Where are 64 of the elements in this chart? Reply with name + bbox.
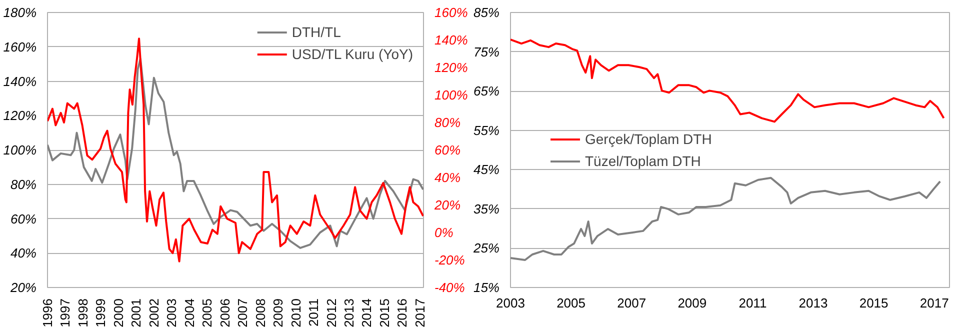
legend-label: USD/TL Kuru (YoY) <box>292 46 413 62</box>
x-tick-label: 2009 <box>270 298 286 328</box>
x-tick-label: 2011 <box>738 296 767 310</box>
y2-tick-label: -20% <box>434 252 465 268</box>
x-tick-label: 2017 <box>412 298 428 328</box>
y-tick-label: 45% <box>473 162 500 178</box>
y-tick-label: 75% <box>473 44 500 60</box>
x-tick-label: 2015 <box>376 298 392 328</box>
x-tick-label: 2008 <box>252 298 268 328</box>
x-tick-label: 2012 <box>324 298 339 328</box>
y2-tick-label: 120% <box>434 60 468 75</box>
x-tick-label: 2003 <box>496 296 525 310</box>
y-tick-label: 80% <box>10 176 37 192</box>
x-tick-label: 2014 <box>359 298 374 328</box>
x-tick-label: 2009 <box>678 296 707 310</box>
y-tick-label: 65% <box>473 84 500 99</box>
x-tick-label: 1997 <box>58 298 73 328</box>
x-tick-label: 2000 <box>110 298 126 328</box>
y-tick-label: 15% <box>473 280 500 295</box>
y-tick-label: 25% <box>472 240 500 256</box>
y-tick-label: 35% <box>473 201 500 216</box>
x-tick-label: 2011 <box>306 298 322 326</box>
y-tick-label: 55% <box>473 122 500 138</box>
y-tick-label: 85% <box>473 5 500 20</box>
x-tick-label: 2017 <box>920 296 949 310</box>
x-tick-label: 2015 <box>859 296 888 310</box>
y2-tick-label: 40% <box>434 170 461 185</box>
y-tick-label: 140% <box>3 74 36 89</box>
y-tick-label: 40% <box>10 246 37 261</box>
y-tick-label: 60% <box>10 211 37 226</box>
x-tick-label: 2005 <box>556 296 586 310</box>
y2-tick-label: -40% <box>434 280 465 295</box>
x-tick-label: 2013 <box>342 298 357 328</box>
x-tick-label: 2010 <box>288 298 304 328</box>
y-tick-label: 100% <box>3 142 36 158</box>
x-tick-label: 1996 <box>40 298 55 328</box>
x-tick-label: 2004 <box>182 298 197 328</box>
y-tick-label: 120% <box>3 108 36 124</box>
x-tick-label: 2006 <box>217 298 232 328</box>
y2-tick-label: 140% <box>434 32 468 48</box>
legend-label: Tüzel/Toplam DTH <box>585 152 701 168</box>
x-tick-label: 1998 <box>75 298 90 328</box>
y2-tick-label: 100% <box>434 88 468 102</box>
x-tick-label: 1999 <box>93 298 108 328</box>
x-tick-label: 2001 <box>128 298 144 328</box>
x-tick-label: 2016 <box>394 298 410 328</box>
x-tick-label: 2007 <box>235 298 250 328</box>
line-series <box>510 176 942 261</box>
x-tick-label: 2013 <box>798 296 828 310</box>
x-tick-label: 2002 <box>146 298 162 328</box>
y-tick-label: 180% <box>3 5 36 20</box>
x-tick-label: 2005 <box>200 298 215 328</box>
line-series <box>510 38 945 123</box>
y2-tick-label: 0% <box>434 225 454 240</box>
y2-tick-label: 160% <box>434 5 468 20</box>
legend-label: DTH/TL <box>292 24 341 40</box>
y2-tick-label: 80% <box>434 115 461 130</box>
y2-tick-label: 20% <box>434 198 461 212</box>
y2-tick-label: 60% <box>434 142 461 158</box>
y-tick-label: 20% <box>9 280 37 295</box>
y-tick-label: 160% <box>3 39 36 54</box>
legend-label: Gerçek/Toplam DTH <box>585 130 712 146</box>
x-tick-label: 2007 <box>617 296 646 310</box>
x-tick-label: 2003 <box>164 298 180 328</box>
